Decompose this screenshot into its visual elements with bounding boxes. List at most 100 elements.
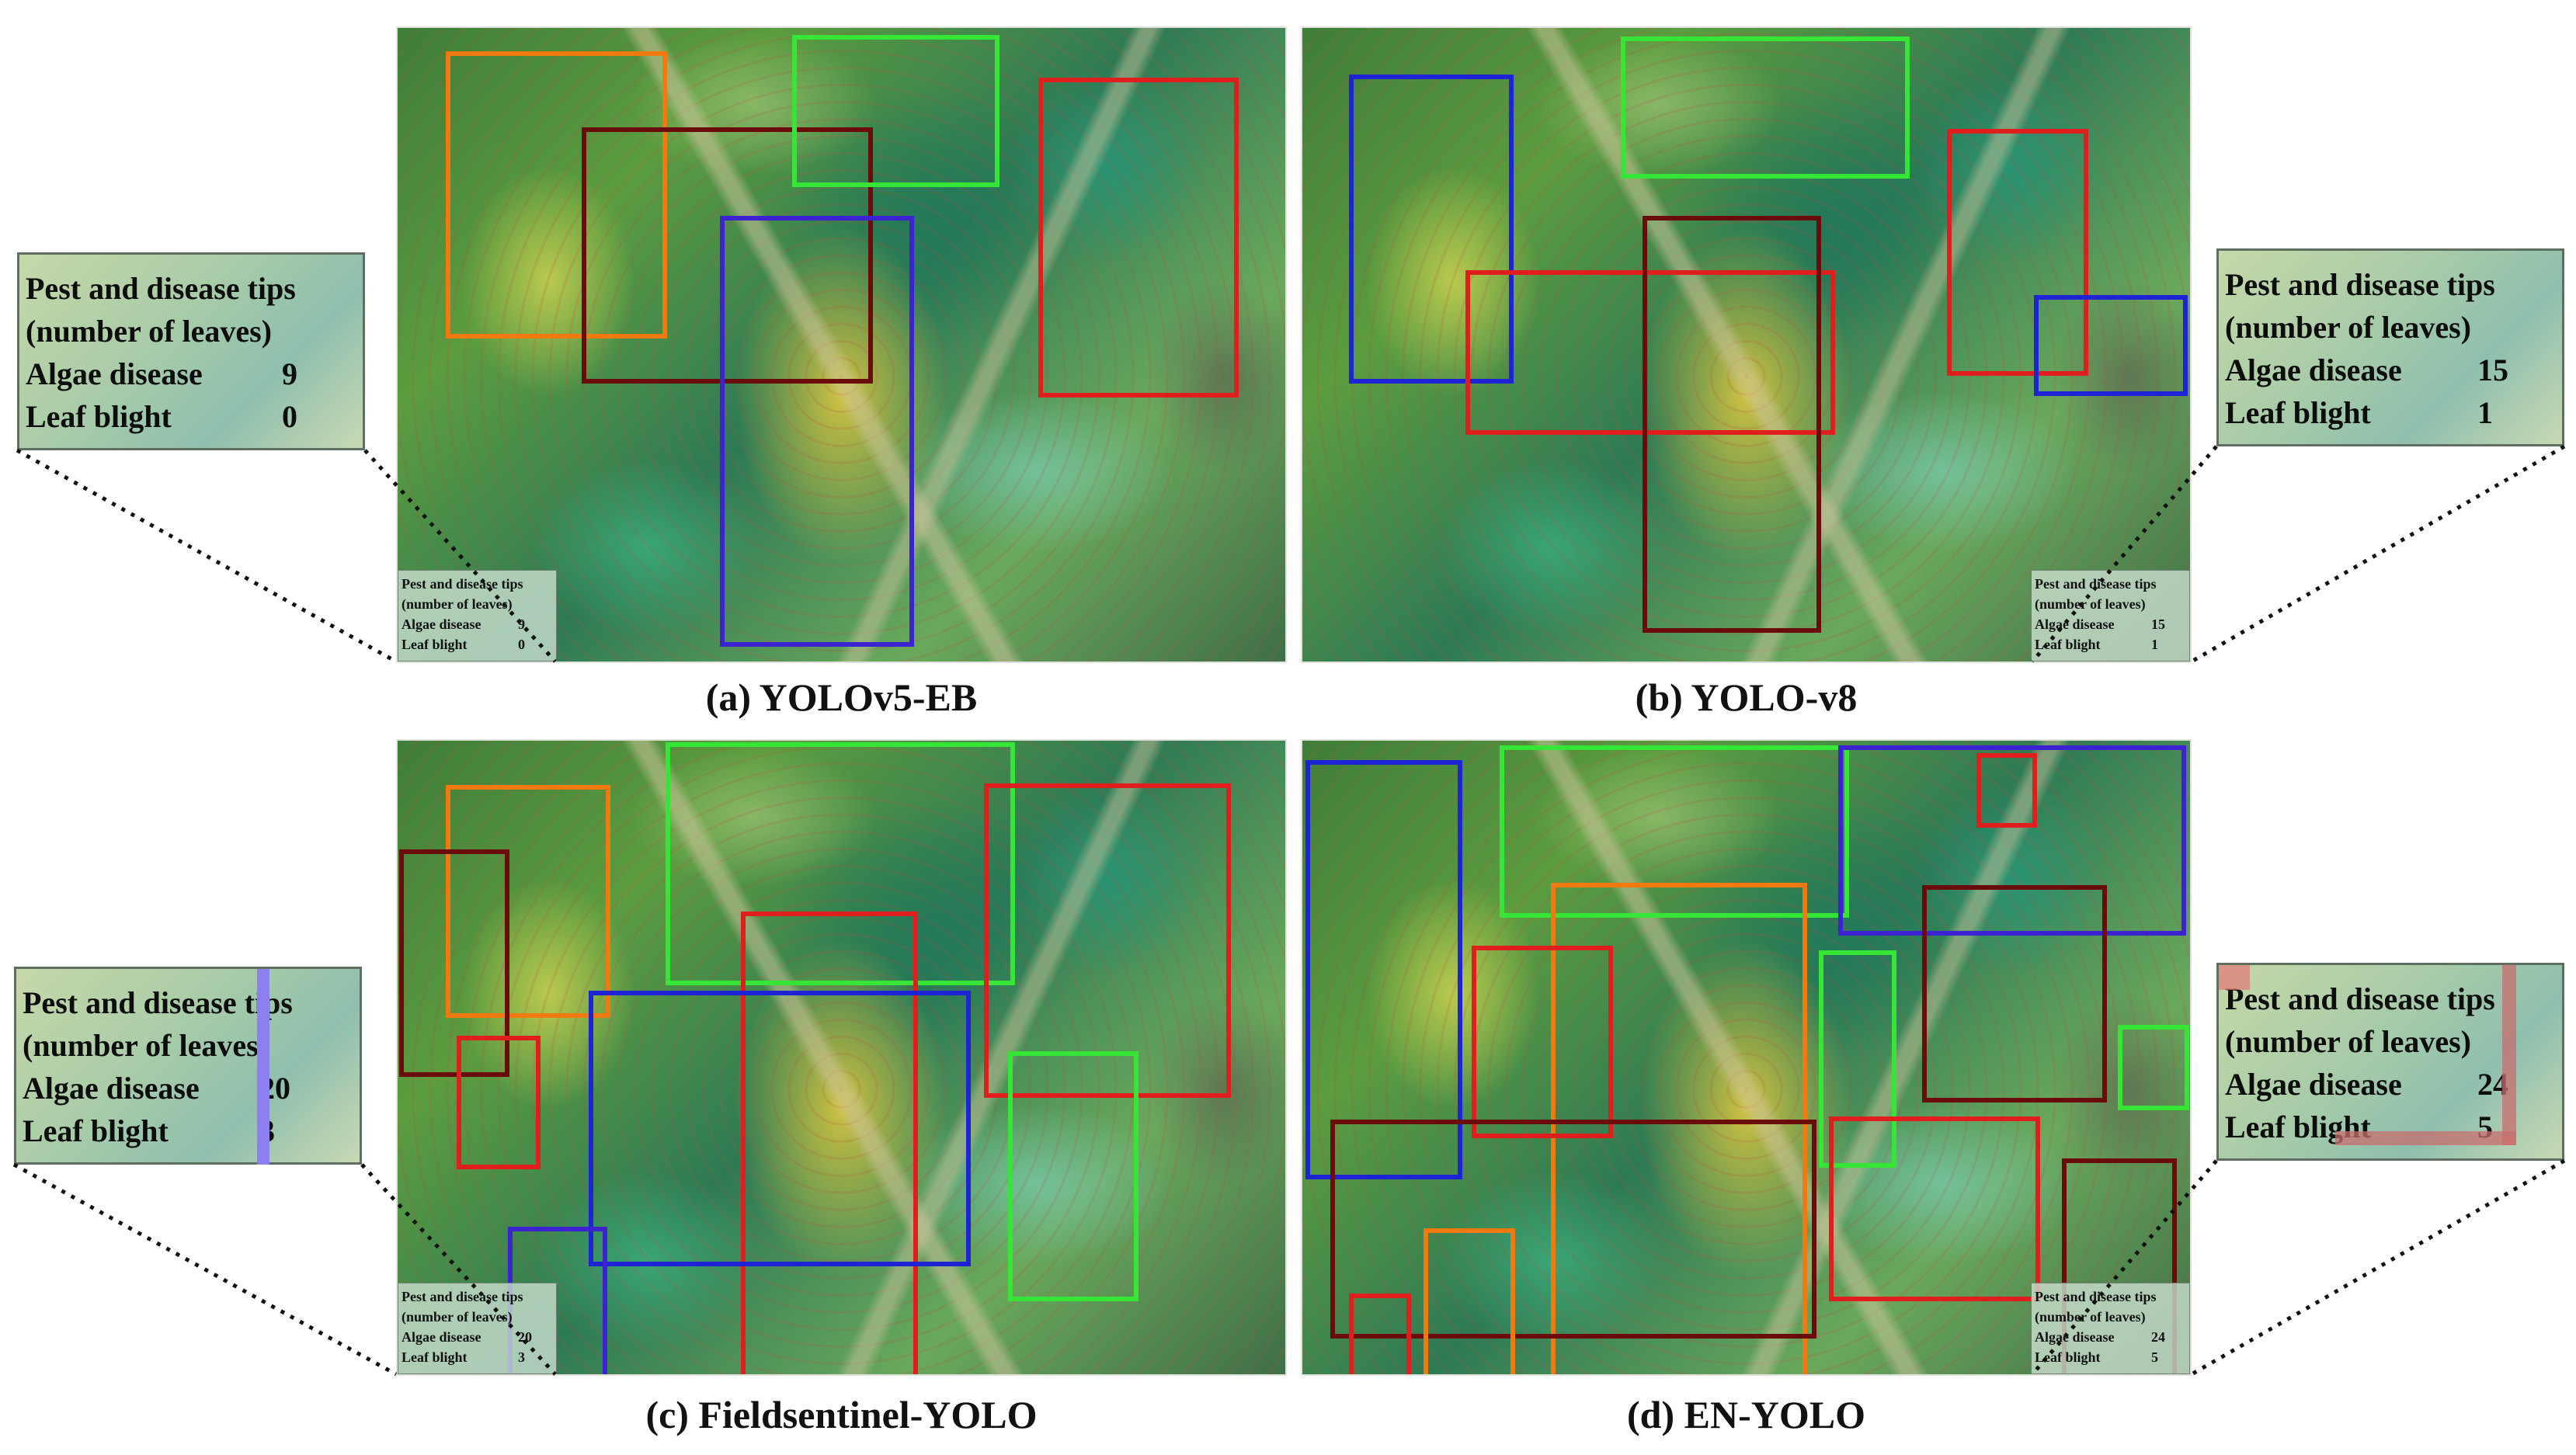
detection-box [1922, 885, 2107, 1103]
detection-box [984, 783, 1231, 1098]
tips-subtitle: (number of leaves) [402, 596, 513, 612]
algae-label: Algae disease [26, 356, 203, 391]
detection-box [2034, 295, 2188, 396]
blight-label: Leaf blight [2225, 395, 2371, 430]
detection-box [446, 785, 610, 1018]
detection-box [1976, 753, 2037, 828]
detection-box [446, 51, 667, 339]
detection-box [1038, 78, 1239, 398]
tips-subtitle: (number of leaves) [23, 1028, 269, 1063]
algae-label: Algae disease [2035, 616, 2115, 632]
detection-box [582, 127, 873, 384]
detection-box [1947, 129, 2088, 376]
detection-box [1330, 1120, 1816, 1339]
detection-box [1819, 950, 1896, 1168]
leader-line [16, 448, 398, 664]
blight-label: Leaf blight [2035, 637, 2101, 652]
detection-box [1643, 216, 1821, 633]
panel-caption: (b) YOLO-v8 [1635, 675, 1858, 719]
algae-label: Algae disease [23, 1071, 200, 1106]
blight-label: Leaf blight [2035, 1349, 2101, 1365]
zoom-callout-c: Pest and disease tips (number of leaves)… [14, 967, 362, 1165]
algae-label: Algae disease [2225, 1067, 2402, 1102]
mini-tips-box: Pest and disease tips (number of leaves)… [2031, 1283, 2190, 1374]
algae-label: Algae disease [2035, 1329, 2115, 1345]
blight-count: 0 [282, 399, 297, 434]
blight-count: 1 [2151, 637, 2158, 652]
detection-panel-d: Pest and disease tips (number of leaves)… [1301, 739, 2192, 1376]
blight-label: Leaf blight [26, 399, 172, 434]
tips-subtitle: (number of leaves) [26, 314, 272, 349]
detection-box [1465, 270, 1835, 435]
detection-box [1621, 36, 1910, 179]
detection-box [666, 742, 1015, 985]
algae-count: 15 [2151, 616, 2165, 632]
blight-count: 0 [518, 637, 525, 652]
panel-caption: (d) EN-YOLO [1627, 1393, 1865, 1436]
tips-title: Pest and disease tips [402, 1289, 523, 1304]
tips-subtitle: (number of leaves) [2225, 310, 2471, 345]
blight-label: Leaf blight [402, 637, 468, 652]
detection-box [399, 849, 509, 1077]
box-edge-strip [2219, 965, 2250, 990]
detection-panel-a: Pest and disease tips (number of leaves)… [396, 26, 1287, 663]
zoom-callout-d: Pest and disease tips (number of leaves)… [2216, 963, 2564, 1161]
algae-count: 9 [282, 356, 297, 391]
mini-tips-box: Pest and disease tips (number of leaves)… [398, 1283, 557, 1374]
detection-box [720, 216, 914, 647]
tips-title: Pest and disease tips [26, 271, 296, 306]
tips-title: Pest and disease tips [2225, 981, 2495, 1016]
leader-line [2190, 1158, 2566, 1377]
tips-subtitle: (number of leaves) [2035, 1309, 2146, 1325]
zoom-callout-b: Pest and disease tips (number of leaves)… [2216, 248, 2564, 446]
blight-count: 3 [518, 1349, 525, 1365]
algae-count: 9 [518, 616, 525, 632]
detection-box [1838, 745, 2186, 936]
blight-label: Leaf blight [23, 1113, 169, 1148]
tips-title: Pest and disease tips [2035, 576, 2157, 592]
box-edge-strip [2335, 1131, 2516, 1145]
blight-count: 5 [2151, 1349, 2158, 1365]
algae-label: Algae disease [402, 616, 481, 632]
detection-box [1349, 1294, 1411, 1374]
detection-box [792, 35, 999, 187]
detection-box [741, 912, 918, 1374]
detection-box [1472, 946, 1613, 1138]
zoom-callout-a: Pest and disease tips (number of leaves)… [17, 252, 365, 450]
detection-box [1305, 760, 1462, 1179]
tips-subtitle: (number of leaves) [402, 1309, 513, 1325]
detection-box [1829, 1116, 2040, 1301]
box-edge-strip [2502, 965, 2516, 1145]
tips-title: Pest and disease tips [2225, 267, 2495, 302]
tips-title: Pest and disease tips [2035, 1289, 2157, 1304]
panel-caption: (c) Fieldsentinel-YOLO [645, 1393, 1038, 1436]
detection-box [1551, 883, 1807, 1374]
leader-line [2190, 444, 2566, 664]
algae-count: 24 [2151, 1329, 2165, 1345]
detection-box [1424, 1228, 1515, 1374]
algae-count: 15 [2477, 352, 2508, 387]
algae-count: 20 [518, 1329, 532, 1345]
tips-title: Pest and disease tips [23, 985, 293, 1020]
algae-label: Algae disease [402, 1329, 481, 1345]
detection-box [457, 1036, 541, 1169]
mini-tips-box: Pest and disease tips (number of leaves)… [398, 570, 557, 662]
detection-box [1008, 1051, 1139, 1301]
detection-panel-c: Pest and disease tips (number of leaves)… [396, 739, 1287, 1376]
detection-box [1500, 745, 1849, 918]
blight-label: Leaf blight [402, 1349, 468, 1365]
detection-box [589, 991, 971, 1266]
leaf-photo [1302, 28, 2190, 662]
tips-title: Pest and disease tips [402, 576, 523, 592]
panel-caption: (a) YOLOv5-EB [705, 675, 978, 719]
tips-subtitle: (number of leaves) [2035, 596, 2146, 612]
detection-panel-b: Pest and disease tips (number of leaves)… [1301, 26, 2192, 663]
box-edge-strip [257, 969, 269, 1165]
blight-count: 1 [2477, 395, 2493, 430]
detection-box [2118, 1025, 2189, 1110]
mini-tips-box: Pest and disease tips (number of leaves)… [2031, 570, 2190, 662]
detection-box [1349, 75, 1514, 384]
algae-label: Algae disease [2225, 352, 2402, 387]
tips-subtitle: (number of leaves) [2225, 1024, 2471, 1059]
leader-line [12, 1162, 398, 1377]
